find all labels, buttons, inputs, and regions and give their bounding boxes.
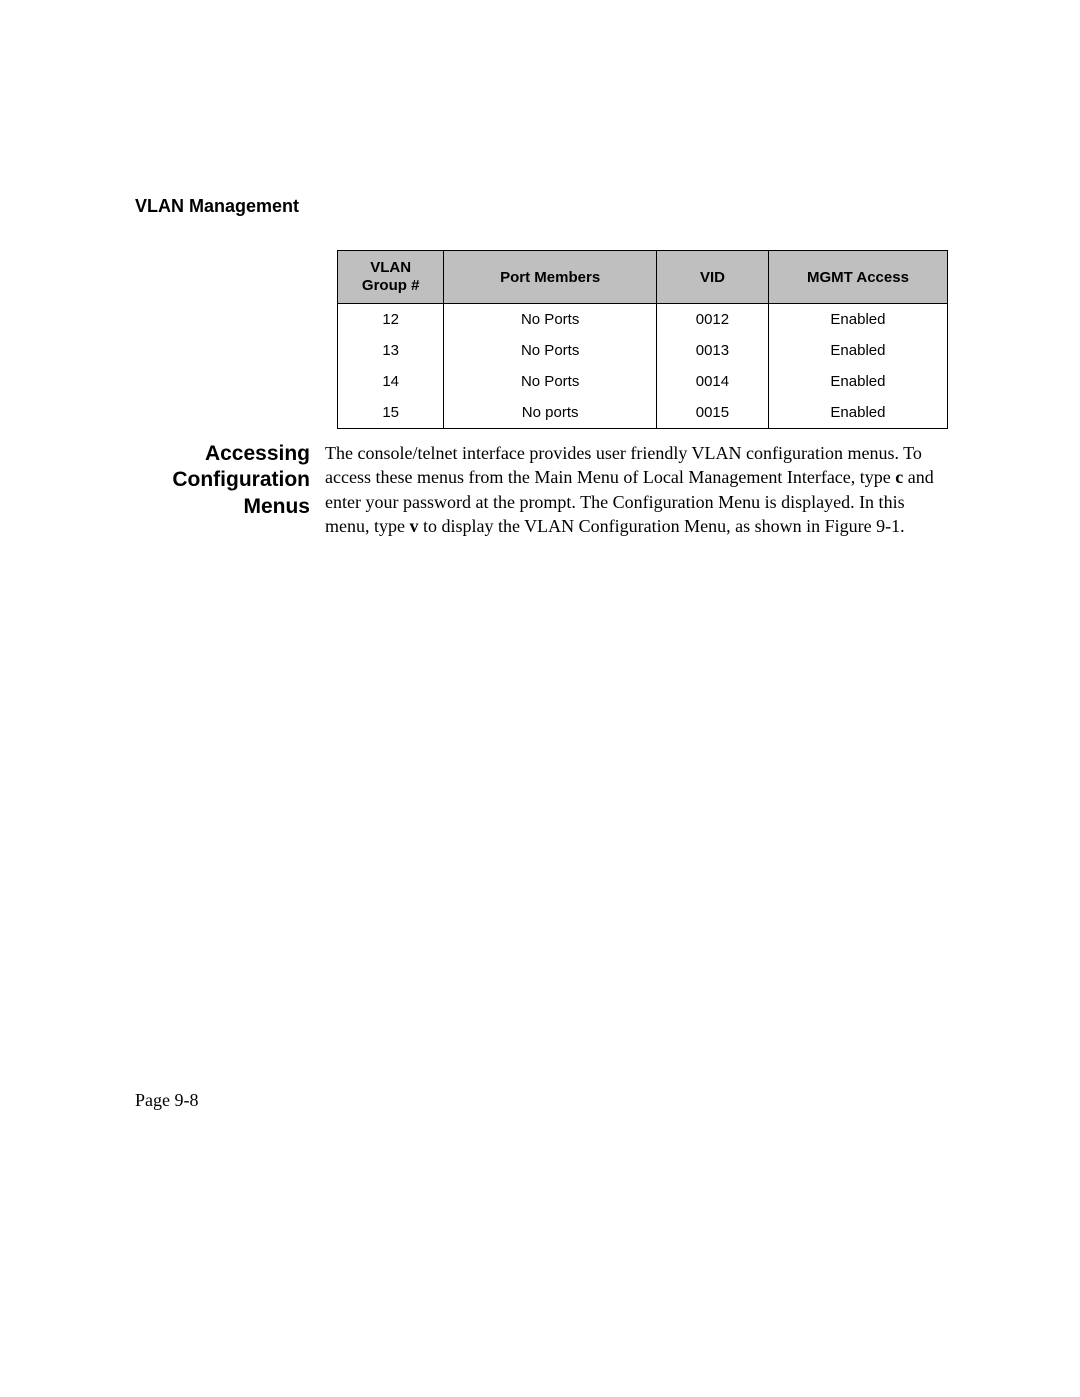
table-row: 12 No Ports 0012 Enabled: [338, 304, 948, 336]
heading-line: Menus: [243, 495, 310, 518]
cell-group: 15: [338, 397, 444, 429]
cell-port: No Ports: [444, 366, 657, 397]
cell-vid: 0013: [656, 335, 768, 366]
vlan-table: VLAN Group # Port Members VID MGMT Acces…: [337, 250, 948, 429]
col-header-mgmt: MGMT Access: [768, 251, 947, 304]
cell-mgmt: Enabled: [768, 397, 947, 429]
col-header-text: MGMT Access: [807, 269, 909, 286]
col-header-text: Group #: [362, 277, 420, 294]
cell-mgmt: Enabled: [768, 335, 947, 366]
body-text: The console/telnet interface provides us…: [325, 443, 922, 487]
section-body: The console/telnet interface provides us…: [325, 441, 948, 538]
col-header-port: Port Members: [444, 251, 657, 304]
body-text: to display the VLAN Configuration Menu, …: [418, 516, 904, 536]
col-header-group: VLAN Group #: [338, 251, 444, 304]
col-header-text: Port Members: [500, 269, 600, 286]
cell-mgmt: Enabled: [768, 304, 947, 336]
page-number: Page 9-8: [135, 1090, 198, 1110]
cell-group: 12: [338, 304, 444, 336]
col-header-vid: VID: [656, 251, 768, 304]
cell-port: No Ports: [444, 304, 657, 336]
table-row: 14 No Ports 0014 Enabled: [338, 366, 948, 397]
header-title: VLAN Management: [135, 196, 299, 216]
table-row: 13 No Ports 0013 Enabled: [338, 335, 948, 366]
cell-vid: 0012: [656, 304, 768, 336]
content-section: Accessing Configuration Menus The consol…: [135, 441, 948, 538]
page-footer: Page 9-8: [135, 1090, 198, 1111]
cell-vid: 0015: [656, 397, 768, 429]
cell-group: 14: [338, 366, 444, 397]
col-header-text: VID: [700, 269, 725, 286]
table-row: 15 No ports 0015 Enabled: [338, 397, 948, 429]
cell-vid: 0014: [656, 366, 768, 397]
heading-line: Accessing: [205, 442, 310, 465]
cell-group: 13: [338, 335, 444, 366]
cell-port: No ports: [444, 397, 657, 429]
cell-mgmt: Enabled: [768, 366, 947, 397]
heading-line: Configuration: [172, 468, 310, 491]
col-header-text: VLAN: [370, 259, 411, 276]
table-header-row: VLAN Group # Port Members VID MGMT Acces…: [338, 251, 948, 304]
section-heading: Accessing Configuration Menus: [135, 441, 325, 538]
cell-port: No Ports: [444, 335, 657, 366]
page-header: VLAN Management: [135, 196, 299, 217]
